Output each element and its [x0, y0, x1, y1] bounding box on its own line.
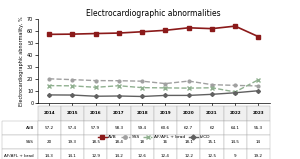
IVCD — [47, 94, 51, 96]
IVCD — [164, 94, 167, 96]
AF/AFL + brad — [47, 85, 51, 86]
Line: AVB: AVB — [47, 24, 260, 38]
IVCD — [70, 94, 74, 96]
SSS — [117, 80, 121, 82]
AF/AFL + brad — [233, 91, 237, 93]
IVCD — [117, 95, 121, 97]
SSS — [140, 80, 144, 82]
SSS — [256, 85, 260, 87]
AVB — [164, 29, 167, 31]
Y-axis label: Electrocardiographic abnormality, %: Electrocardiographic abnormality, % — [19, 16, 24, 106]
IVCD — [210, 93, 214, 95]
SSS — [70, 79, 74, 81]
AVB — [117, 32, 121, 34]
AF/AFL + brad — [164, 87, 167, 89]
Line: SSS: SSS — [48, 77, 260, 87]
SSS — [164, 83, 167, 85]
AVB — [233, 25, 237, 27]
IVCD — [94, 95, 98, 97]
Title: Electrocardiographic abnormalities: Electrocardiographic abnormalities — [86, 9, 221, 18]
AF/AFL + brad — [210, 87, 214, 89]
SSS — [233, 84, 237, 86]
Line: IVCD: IVCD — [48, 89, 260, 98]
IVCD — [233, 92, 237, 94]
AVB — [210, 28, 214, 30]
IVCD — [256, 90, 260, 92]
IVCD — [140, 96, 144, 97]
Legend: AVB, SSS, AF/AFL + brad, IVCD: AVB, SSS, AF/AFL + brad, IVCD — [96, 133, 212, 141]
SSS — [94, 80, 98, 82]
AF/AFL + brad — [140, 87, 144, 89]
SSS — [187, 80, 190, 82]
SSS — [210, 84, 214, 86]
AF/AFL + brad — [256, 79, 260, 81]
SSS — [47, 78, 51, 80]
AVB — [140, 31, 144, 33]
AF/AFL + brad — [94, 86, 98, 88]
AF/AFL + brad — [187, 87, 190, 89]
IVCD — [187, 94, 190, 96]
AVB — [256, 36, 260, 38]
AVB — [187, 27, 190, 29]
AVB — [70, 33, 74, 35]
AVB — [47, 33, 51, 35]
Line: AF/AFL + brad: AF/AFL + brad — [47, 78, 260, 94]
AF/AFL + brad — [117, 85, 121, 87]
AVB — [94, 33, 98, 35]
AF/AFL + brad — [70, 85, 74, 87]
